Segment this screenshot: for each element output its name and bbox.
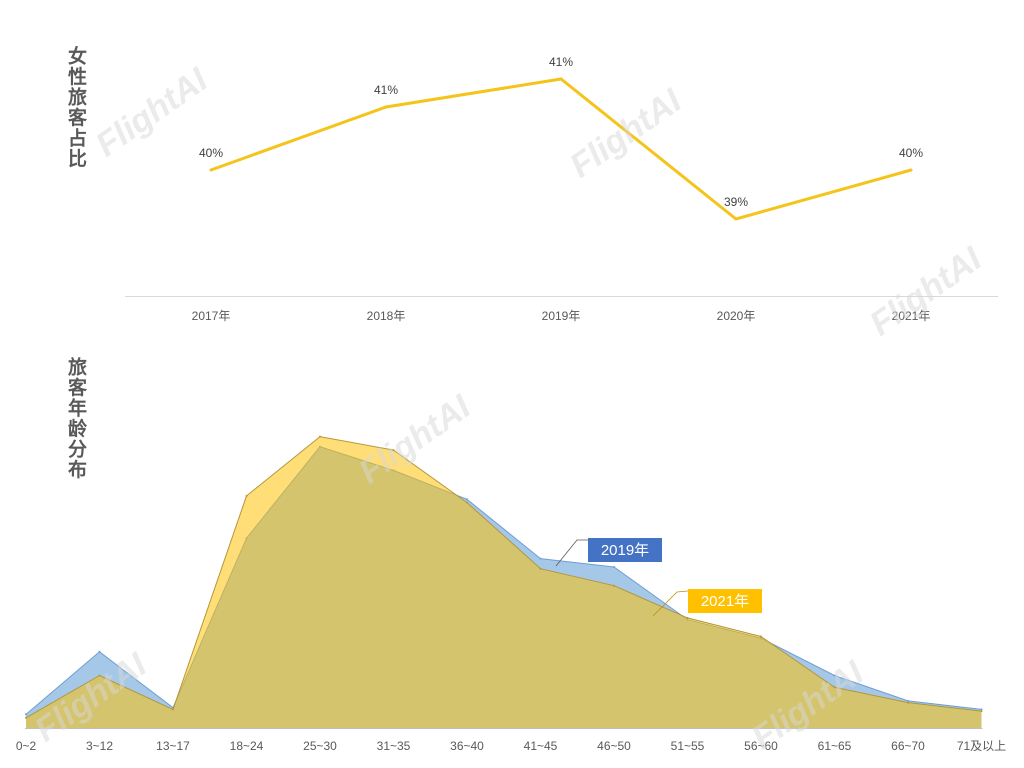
x-tick-label: 66~70 — [891, 739, 925, 753]
callout-leader-2019 — [555, 539, 588, 567]
data-point — [559, 77, 563, 81]
data-point-2019 — [466, 498, 468, 501]
data-point-2019 — [98, 650, 101, 653]
x-tick-label: 31~35 — [377, 739, 411, 753]
data-point-2021 — [686, 616, 689, 619]
x-tick-label: 46~50 — [597, 739, 631, 753]
data-point-2019 — [833, 674, 836, 677]
area-series-2021 — [26, 436, 982, 728]
x-tick-label: 2019年 — [542, 309, 581, 323]
data-point-2019 — [980, 708, 983, 711]
data-point-2021 — [245, 494, 248, 497]
data-point — [909, 168, 913, 172]
x-tick-label: 51~55 — [671, 739, 705, 753]
area-edge-2021 — [25, 436, 982, 719]
data-label: 40% — [899, 146, 923, 160]
data-point-2019 — [539, 557, 542, 560]
series-label-2021: 2021年 — [701, 593, 749, 610]
data-point-2021 — [98, 674, 101, 677]
series-label-2019: 2019年 — [601, 542, 649, 559]
x-tick-label: 2020年 — [717, 309, 756, 323]
data-point-2021 — [466, 501, 468, 504]
line-chart-title: 女性旅客占比 — [65, 46, 87, 169]
callout-leader-2021 — [652, 590, 689, 617]
x-tick-label: 3~12 — [86, 739, 113, 753]
data-point-2021 — [613, 584, 615, 587]
data-point-2019 — [25, 713, 27, 716]
series-label-box-2021 — [688, 589, 762, 613]
data-point-2021 — [319, 435, 321, 438]
x-tick-label: 41~45 — [524, 739, 558, 753]
x-tick-label: 2018年 — [367, 309, 406, 323]
data-point-2021 — [760, 635, 762, 638]
data-label: 39% — [724, 195, 748, 209]
x-tick-label: 36~40 — [450, 739, 484, 753]
data-point — [209, 168, 213, 172]
data-label: 40% — [199, 146, 223, 160]
data-point-2019 — [907, 699, 909, 702]
data-label: 41% — [374, 83, 398, 97]
area-chart-title: 旅客年龄分布 — [65, 357, 87, 480]
x-tick-label: 2021年 — [892, 309, 931, 323]
x-tick-label: 18~24 — [230, 739, 264, 753]
data-point-2021 — [25, 716, 27, 719]
x-tick-label: 25~30 — [303, 739, 337, 753]
x-tick-label: 56~60 — [744, 739, 778, 753]
data-label: 41% — [549, 55, 573, 69]
x-tick-label: 61~65 — [818, 739, 852, 753]
x-tick-label: 0~2 — [16, 739, 37, 753]
data-point-2021 — [539, 567, 542, 570]
series-line — [210, 77, 912, 221]
data-point — [734, 217, 738, 221]
series-label-box-2019 — [588, 538, 662, 562]
data-point-2019 — [613, 566, 615, 568]
data-point-2021 — [392, 449, 395, 452]
x-tick-label: 13~17 — [156, 739, 190, 753]
data-point-2021 — [172, 708, 174, 711]
data-point-2021 — [833, 686, 836, 689]
data-point-2021 — [980, 710, 983, 713]
female-share-line-chart: 40% 41% 41% 39% 40% 2017年 2018年 2019年 2020年 2021年 — [125, 55, 998, 323]
x-tick-label: 2017年 — [192, 309, 231, 323]
data-point-2021 — [907, 701, 909, 704]
x-tick-label: 71及以上 — [957, 739, 1006, 753]
data-point — [384, 105, 388, 109]
age-distribution-area-chart: 0~2 3~12 13~17 18~24 25~30 31~35 36~40 41~45 46~… — [16, 435, 1006, 753]
